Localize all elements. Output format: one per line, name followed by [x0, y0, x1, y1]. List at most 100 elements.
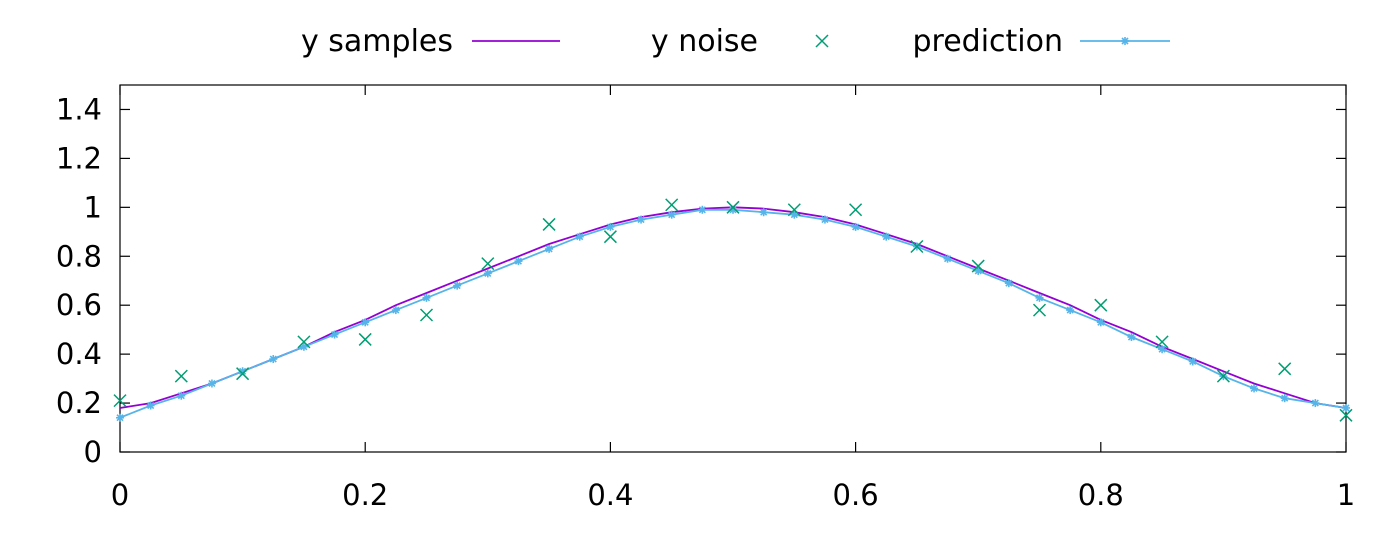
prediction-point-stroke-d2 [147, 401, 155, 410]
series-layer [113, 198, 1353, 422]
noise-point-stroke-b [1339, 408, 1353, 422]
noise-point [910, 239, 924, 254]
prediction-point [851, 222, 860, 231]
prediction-point [606, 222, 615, 231]
prediction-point [943, 254, 952, 263]
prediction-point [453, 281, 462, 290]
prediction-point-stroke-d2 [576, 233, 584, 241]
prediction-point [514, 257, 523, 266]
noise-point [358, 332, 372, 346]
noise-point [849, 203, 863, 217]
prediction-point-stroke-d2 [852, 223, 860, 231]
prediction-point [1311, 399, 1320, 408]
prediction-point-stroke-d2 [760, 208, 768, 216]
axis-ticks [119, 85, 1347, 453]
noise-point-stroke-b [665, 198, 679, 212]
prediction-point-stroke-d2 [1066, 306, 1074, 314]
legend-label: y samples [301, 24, 453, 59]
prediction-point-stroke-d2 [484, 269, 492, 277]
legend-label: y noise [651, 24, 758, 59]
prediction-point [391, 306, 400, 315]
prediction-point-stroke-d2 [208, 379, 216, 388]
x-tick-label: 0.2 [342, 478, 388, 512]
noise-point-stroke-b [1094, 298, 1108, 312]
prediction-point-stroke-d2 [1158, 345, 1166, 353]
prediction-point [483, 269, 492, 278]
legend-point-sample-stroke-d2 [1121, 37, 1129, 45]
noise-point-stroke-b [1032, 303, 1047, 317]
noise-point [236, 367, 250, 381]
prediction-point [177, 391, 186, 400]
plot-area [113, 84, 1353, 453]
noise-point-stroke-b [297, 335, 311, 349]
x-tick-label: 0 [111, 478, 129, 512]
prediction-point [1066, 306, 1075, 315]
noise-point-stroke-b [849, 203, 863, 217]
prediction-point-stroke-d2 [1342, 404, 1350, 412]
prediction-point-stroke-d2 [668, 211, 676, 219]
prediction-point-stroke-d2 [453, 282, 461, 290]
noise-point-stroke-b [603, 230, 617, 244]
legend-item-y-samples: y samples [301, 24, 560, 59]
prediction-point [820, 215, 829, 224]
noise-point [1032, 303, 1047, 317]
noise-point-stroke-b [236, 367, 250, 381]
prediction-point-stroke-d2 [606, 223, 614, 231]
prediction-point-stroke-d2 [1127, 333, 1136, 341]
tick-labels: 0 0.2 0.4 0.6 0.8 1 1.2 1.4 0 0.2 0.4 0.6 0.8 1 [56, 92, 1355, 512]
prediction-point [575, 232, 584, 241]
prediction-point [637, 215, 646, 224]
y-tick-label: 0.4 [56, 337, 102, 371]
prediction-point-stroke-d2 [1281, 394, 1289, 402]
prediction-point [269, 355, 278, 364]
series-y-samples [119, 206, 1347, 409]
prediction-point-stroke-d2 [1097, 318, 1105, 326]
y-tick-label: 1 [84, 190, 102, 224]
prediction-point [1096, 318, 1105, 327]
prediction-point-stroke-d2 [729, 206, 737, 214]
prediction-point-stroke-d2 [943, 255, 952, 263]
prediction-point-stroke-d2 [514, 257, 523, 265]
noise-point-stroke-b [1155, 335, 1169, 349]
noise-point [1094, 298, 1108, 312]
prediction-point-stroke-d2 [177, 392, 185, 400]
series-prediction [116, 205, 1350, 422]
noise-point-stroke-b [481, 257, 495, 271]
prediction-point-stroke-d2 [361, 318, 369, 326]
prediction-point [116, 413, 124, 422]
prediction-point [759, 208, 768, 217]
legend-point-sample [815, 34, 829, 48]
noise-point [787, 203, 801, 217]
noise-point-stroke-b [542, 217, 556, 231]
prediction-point [146, 401, 155, 410]
prediction-point-stroke-d2 [1005, 279, 1013, 287]
noise-point-stroke-b [113, 394, 127, 408]
noise-point [481, 257, 495, 271]
prediction-point-stroke-d2 [116, 414, 124, 422]
plot-border [119, 84, 1347, 453]
noise-point-stroke-b [910, 239, 924, 254]
prediction-point [1280, 394, 1289, 403]
y-tick-label: 0.2 [56, 386, 102, 420]
x-tick-label: 0.8 [1078, 478, 1124, 512]
prediction-point-stroke-d2 [1250, 384, 1258, 392]
y-tick-label: 0.8 [56, 239, 102, 273]
noise-point-stroke-b [787, 203, 801, 217]
noise-point [419, 308, 434, 322]
noise-point [174, 369, 188, 383]
prediction-point [1188, 357, 1197, 366]
legend-label: prediction [912, 24, 1063, 59]
prediction-point-stroke-d2 [269, 355, 277, 363]
noise-point-stroke-b [1216, 369, 1230, 383]
prediction-point [1158, 345, 1167, 354]
noise-point [297, 335, 311, 349]
series-line-y-samples [119, 206, 1347, 409]
x-tick-label: 0.6 [833, 478, 879, 512]
prediction-point [1250, 384, 1259, 393]
prediction-point [698, 205, 707, 214]
noise-point-stroke-b [1278, 362, 1292, 376]
prediction-point-stroke-d2 [545, 245, 553, 253]
noise-point [665, 198, 679, 212]
noise-point [603, 230, 617, 244]
